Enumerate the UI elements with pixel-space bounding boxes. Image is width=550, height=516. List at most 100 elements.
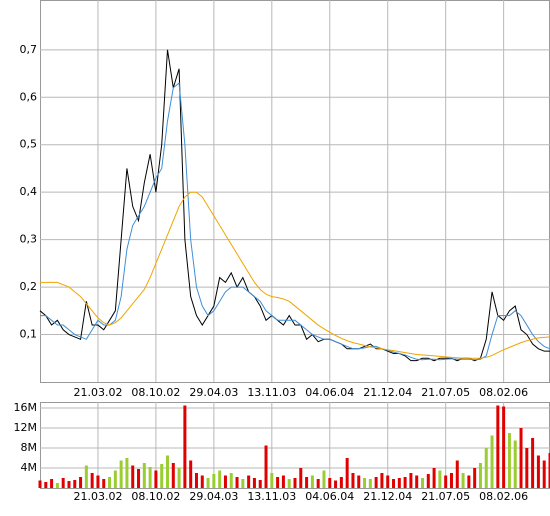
volume-bar [346, 458, 349, 488]
volume-bar [154, 471, 157, 489]
volume-bar [479, 463, 482, 488]
volume-bar [525, 448, 528, 488]
volume-bar [363, 478, 366, 488]
volume-bar [317, 479, 320, 488]
volume-bar [421, 478, 424, 488]
volume-bar [305, 477, 308, 488]
volume-bar [438, 471, 441, 489]
volume-bar [351, 473, 354, 488]
volume-bar [67, 481, 70, 488]
x-tick-label: 08.10.02 [131, 490, 180, 503]
x-tick-label: 04.06.04 [305, 490, 354, 503]
volume-bar [120, 461, 123, 489]
volume-bar [212, 474, 215, 488]
volume-bar [230, 473, 233, 488]
volume-bar [386, 476, 389, 489]
volume-bar [108, 477, 111, 488]
volume-bar [520, 428, 523, 488]
volume-bar [404, 477, 407, 488]
volume-bar [253, 478, 256, 488]
y-tick-label: 0,7 [20, 43, 38, 56]
volume-bar [514, 441, 517, 489]
y-tick-label: 8M [21, 441, 38, 454]
volume-bar [357, 476, 360, 489]
y-tick-label: 12M [14, 421, 38, 434]
volume-bar [467, 476, 470, 489]
volume-bar [543, 461, 546, 489]
x-tick-label: 21.03.02 [73, 386, 122, 399]
volume-bar [137, 469, 140, 488]
x-tick-label: 08.10.02 [131, 386, 180, 399]
x-tick-label: 08.02.06 [479, 490, 528, 503]
volume-bar [183, 406, 186, 489]
y-tick-label: 0,1 [20, 328, 38, 341]
volume-bar [375, 477, 378, 488]
volume-bar [433, 468, 436, 488]
volume-bar [201, 476, 204, 489]
volume-bar [44, 482, 47, 488]
volume-bar [311, 476, 314, 489]
volume-bar [166, 456, 169, 489]
volume-bar [85, 466, 88, 489]
volume-bar [207, 478, 210, 488]
volume-bar [502, 407, 505, 489]
y-tick-label: 0,2 [20, 280, 38, 293]
volume-bar [131, 466, 134, 489]
volume-bar [485, 448, 488, 488]
x-tick-label: 29.04.03 [189, 386, 238, 399]
x-tick-label: 21.07.05 [421, 490, 470, 503]
volume-bar [369, 479, 372, 488]
volume-bar [62, 478, 65, 488]
volume-bar [392, 479, 395, 488]
volume-bar [125, 458, 128, 488]
volume-bar [409, 473, 412, 488]
volume-bar [282, 476, 285, 489]
volume-bar [328, 478, 331, 488]
y-tick-label: 4M [21, 461, 38, 474]
volume-bar [265, 446, 268, 489]
x-tick-label: 21.12.04 [363, 386, 412, 399]
y-tick-label: 0,3 [20, 233, 38, 246]
volume-bar [450, 473, 453, 488]
volume-bar [427, 474, 430, 488]
volume-bar [259, 480, 262, 488]
volume-bar [160, 464, 163, 488]
volume-bar [508, 433, 511, 488]
volume-bar [531, 438, 534, 488]
y-tick-label: 0,4 [20, 185, 38, 198]
volume-bar [294, 478, 297, 488]
volume-bar [398, 478, 401, 488]
volume-bar [491, 436, 494, 489]
volume-bar [224, 476, 227, 489]
volume-bar [149, 467, 152, 488]
volume-bar [462, 473, 465, 488]
volume-bar [444, 476, 447, 489]
volume-bar [195, 473, 198, 488]
volume-bar [73, 480, 76, 488]
volume-bar [415, 476, 418, 489]
volume-bar [218, 471, 221, 489]
volume-bar [473, 468, 476, 488]
volume-bar [189, 461, 192, 489]
volume-bar [39, 481, 42, 489]
x-tick-label: 21.12.04 [363, 490, 412, 503]
x-tick-label: 08.02.06 [479, 386, 528, 399]
volume-bar [91, 473, 94, 488]
volume-bar [456, 461, 459, 489]
volume-bar [322, 471, 325, 489]
x-tick-label: 21.03.02 [73, 490, 122, 503]
volume-bar [247, 476, 250, 489]
x-tick-label: 21.07.05 [421, 386, 470, 399]
volume-bar [288, 479, 291, 488]
volume-bar [172, 463, 175, 488]
volume-bar [102, 479, 105, 488]
x-tick-label: 13.11.03 [247, 386, 296, 399]
volume-bar [143, 463, 146, 488]
volume-bar [79, 477, 82, 488]
volume-bar [114, 471, 117, 489]
volume-bar [50, 479, 53, 488]
volume-bar [537, 456, 540, 489]
y-tick-label: 0,5 [20, 138, 38, 151]
